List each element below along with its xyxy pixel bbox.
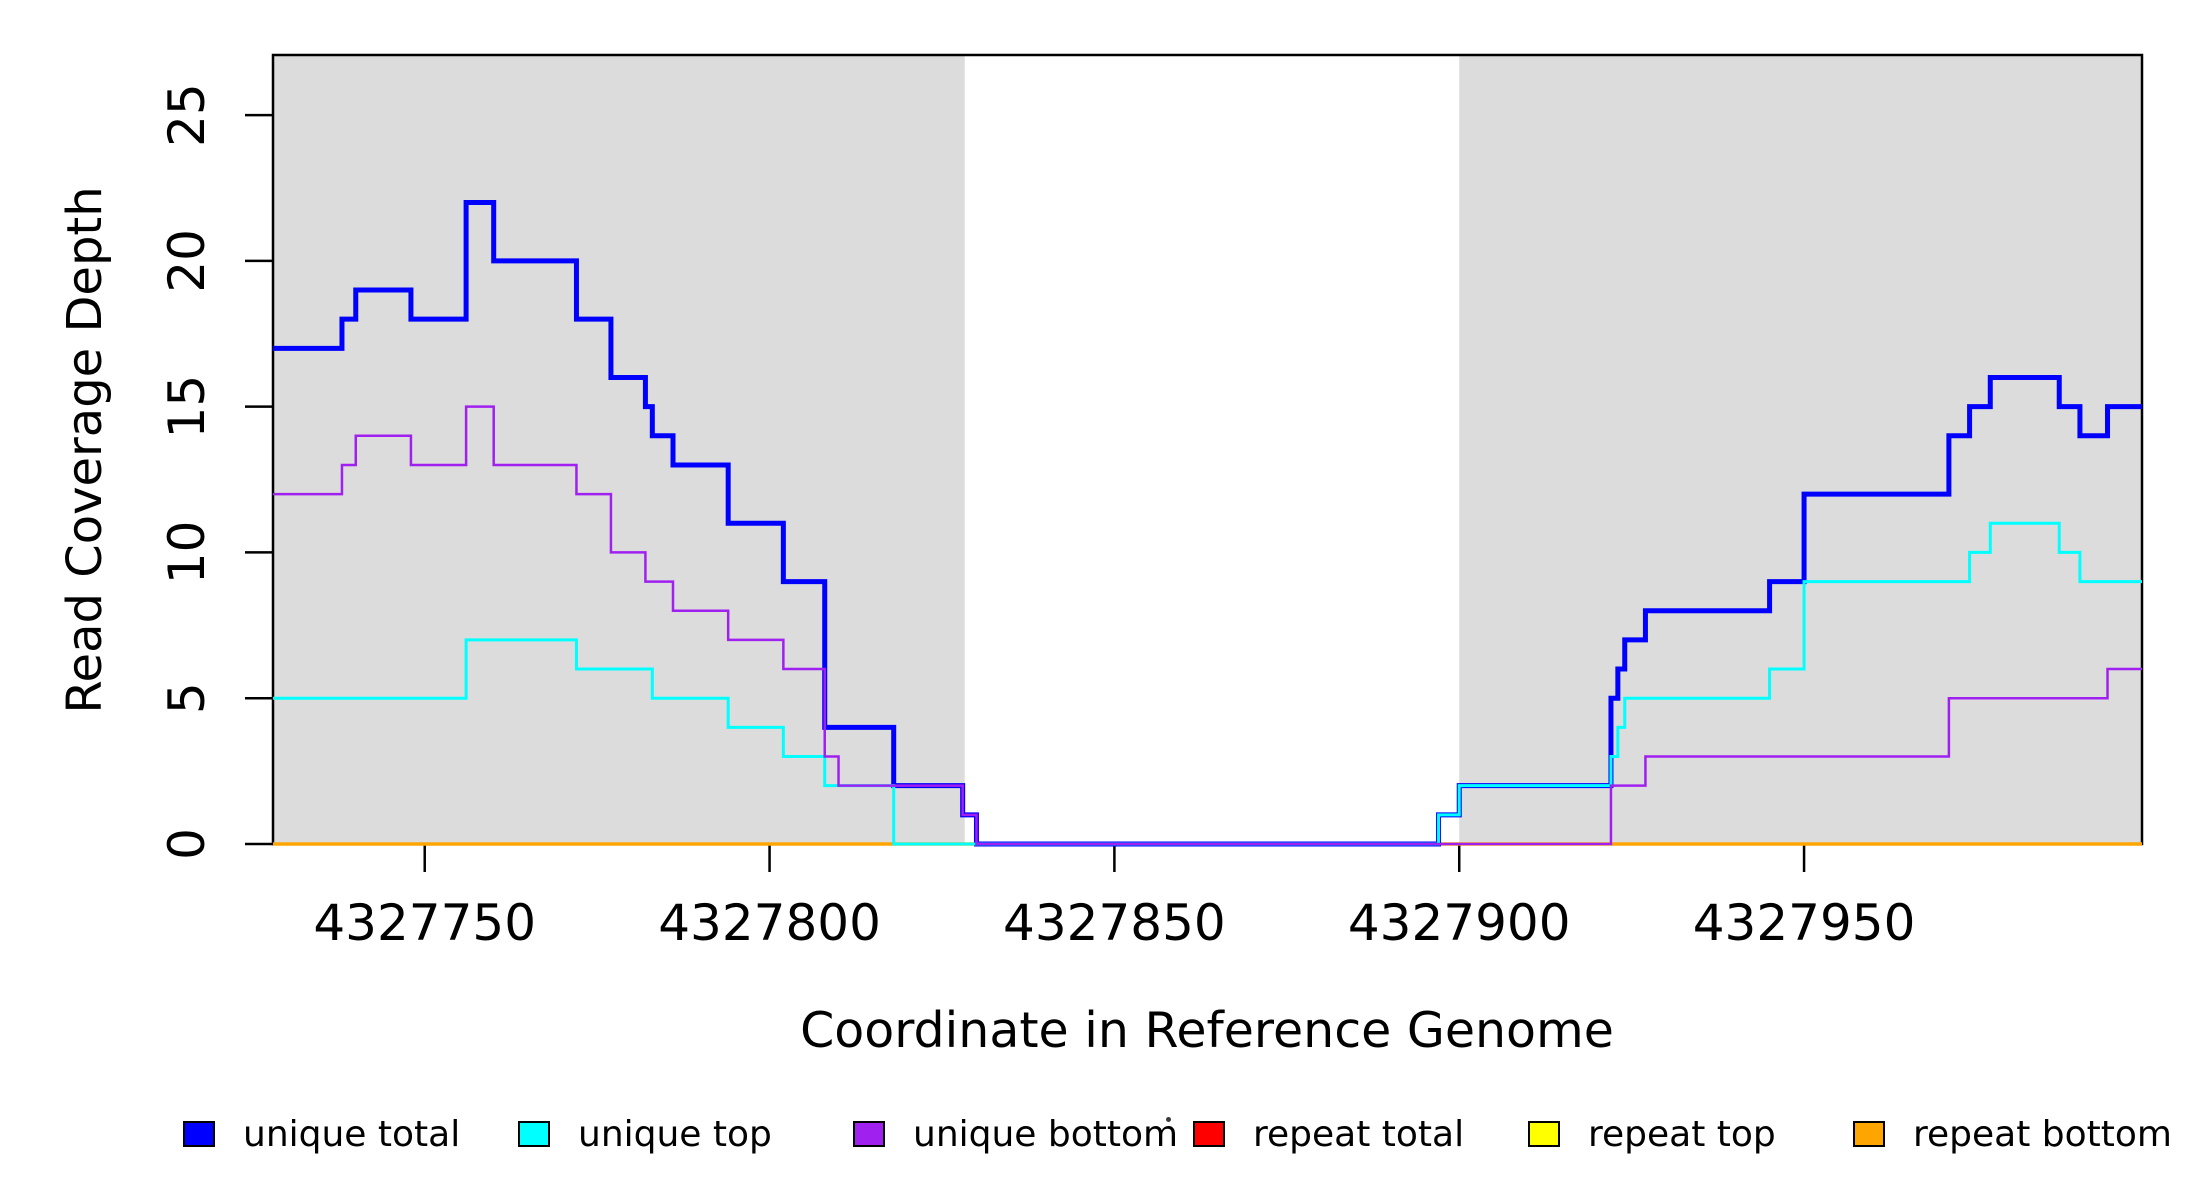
- series-unique-bottom: [273, 405, 2142, 846]
- legend-swatch-unique-total: [183, 1121, 215, 1147]
- x-axis-title: Coordinate in Reference Genome: [800, 1002, 1614, 1059]
- x-tick-label: 4327950: [1693, 894, 1916, 952]
- legend-label: unique total: [243, 1113, 461, 1155]
- y-tick-label: 10: [158, 521, 216, 585]
- legend-label: repeat top: [1588, 1113, 1776, 1155]
- legend-label: unique bottom: [913, 1113, 1179, 1155]
- legend-item-unique-top: unique top: [518, 1112, 772, 1156]
- y-tick-label: 5: [158, 682, 216, 714]
- x-tick-label: 4327850: [1003, 894, 1226, 952]
- legend-swatch-unique-bottom: [853, 1121, 885, 1147]
- y-tick-label: 0: [158, 828, 216, 860]
- y-axis-title: Read Coverage Depth: [57, 186, 113, 713]
- legend-item-repeat-top: repeat top: [1528, 1112, 1776, 1156]
- legend-item-unique-total: unique total: [183, 1112, 460, 1156]
- x-tick-label: 4327750: [313, 894, 536, 952]
- legend-label: unique top: [578, 1113, 772, 1155]
- series-unique-top: [273, 521, 2142, 846]
- y-tick-label: 25: [158, 83, 216, 147]
- y-tick-label: 15: [158, 375, 216, 439]
- legend-swatch-repeat-top: [1528, 1121, 1560, 1147]
- legend-swatch-repeat-total: [1193, 1121, 1225, 1147]
- legend-swatch-unique-top: [518, 1121, 550, 1147]
- x-tick-label: 4327900: [1348, 894, 1571, 952]
- shaded-region: [273, 55, 965, 844]
- plot-area: 4327750 4327800 4327850 4327900 4327950 0 5 10 1…: [158, 53, 2144, 952]
- shaded-region: [1459, 55, 2142, 844]
- legend-swatch-repeat-bottom: [1853, 1121, 1885, 1147]
- legend-item-repeat-total: repeat total: [1193, 1112, 1464, 1156]
- legend-item-unique-bottom: unique bottom: [853, 1112, 1178, 1156]
- x-tick-label: 4327800: [658, 894, 881, 952]
- y-tick-label: 20: [158, 229, 216, 293]
- legend-item-repeat-bottom: repeat bottom: [1853, 1112, 2172, 1156]
- legend-label: repeat total: [1253, 1113, 1465, 1155]
- stray-dot-mark: [1166, 1117, 1171, 1122]
- legend-label: repeat bottom: [1913, 1113, 2172, 1155]
